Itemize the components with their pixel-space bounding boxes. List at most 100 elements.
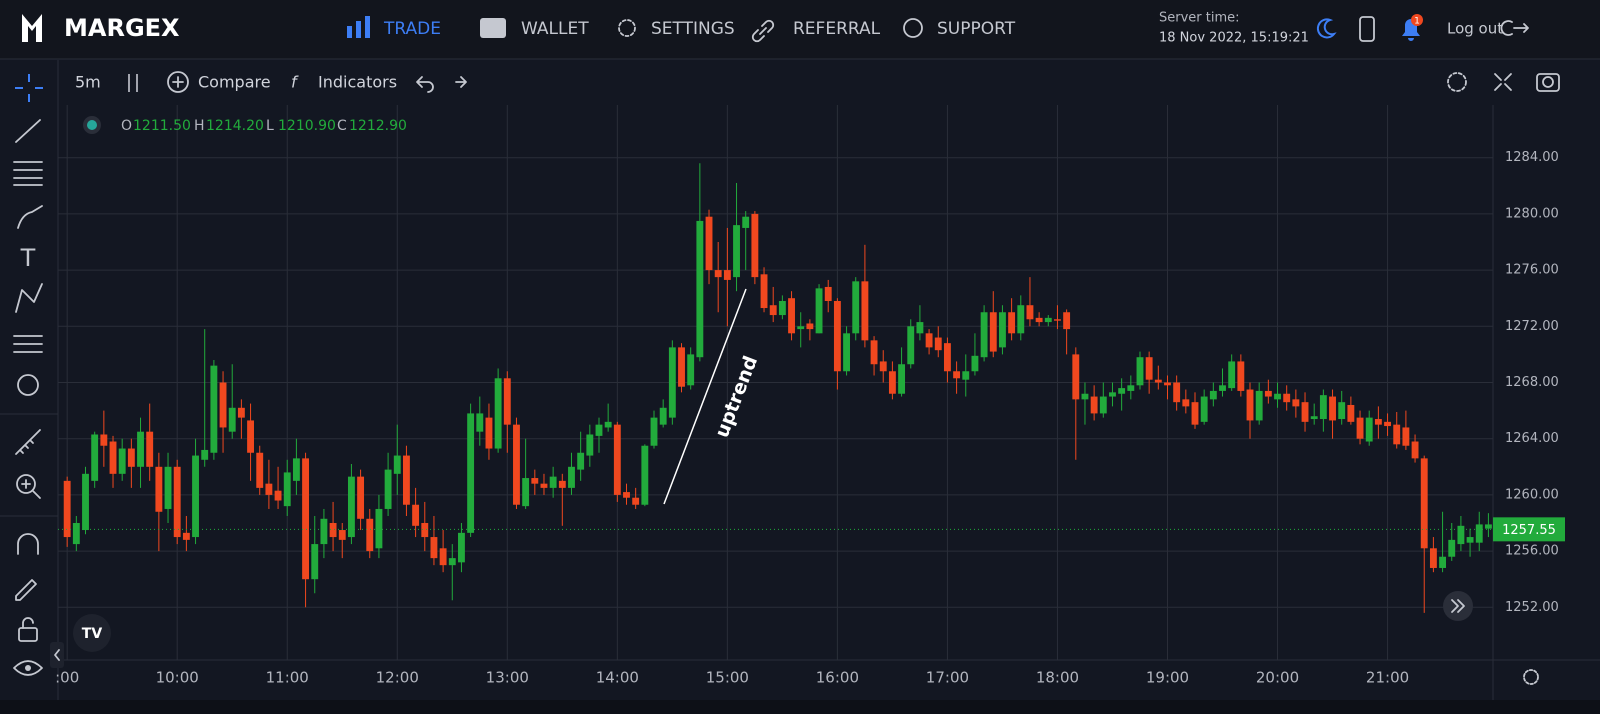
nav-item[interactable]: SETTINGS [651, 19, 735, 39]
candle-body [476, 413, 484, 432]
candle-body [696, 220, 704, 358]
server-time-label: Server time: [1159, 11, 1240, 26]
candle-body [522, 478, 530, 507]
y-tick-label: 1272.00 [1505, 319, 1559, 334]
candle-body [723, 270, 731, 280]
candle-body [458, 532, 465, 563]
candle-body [888, 371, 896, 394]
zoom-tool-detail [21, 479, 41, 499]
legend-dot [87, 120, 97, 130]
y-tick-label: 1252.00 [1505, 600, 1559, 615]
candle-body [806, 323, 814, 330]
candle-body [907, 326, 915, 365]
candle-body [898, 364, 906, 394]
candle-body [934, 337, 942, 351]
candle-body [1439, 556, 1447, 568]
candle-body [274, 490, 282, 501]
candle-body [843, 333, 851, 372]
theme-toggle[interactable] [1316, 18, 1337, 39]
candle-body [1246, 389, 1254, 421]
x-tick-label: 19:00 [1146, 669, 1189, 687]
crosshair-tool[interactable] [15, 74, 43, 102]
axis-settings[interactable] [1523, 669, 1539, 685]
icons-tool[interactable] [17, 374, 39, 396]
candle-body [439, 548, 447, 566]
nav-trade[interactable]: TRADE [347, 16, 441, 39]
candle-body [613, 424, 621, 495]
last-price-box [1493, 517, 1565, 542]
server-time: 18 Nov 2022, 15:19:21 [1159, 31, 1309, 46]
candle-body [1411, 441, 1419, 459]
candle-body [1301, 402, 1309, 422]
candle-body [1054, 319, 1061, 321]
candle-body [201, 449, 209, 460]
candle-body [815, 288, 823, 334]
logout[interactable]: Log out [1447, 20, 1503, 38]
screenshot[interactable] [1536, 73, 1560, 92]
lock-drawings[interactable] [15, 579, 37, 601]
legend-key: O [121, 118, 132, 134]
nav-item[interactable]: TRADE [383, 19, 441, 39]
candle-body [797, 326, 805, 330]
indicators[interactable]: Indicators [318, 73, 397, 92]
candle-body [1466, 537, 1474, 543]
candle-body [953, 371, 961, 379]
tradingview-badge[interactable] [73, 614, 111, 652]
pattern-tool[interactable] [15, 283, 43, 313]
lock-shackle [22, 617, 34, 629]
collapse-tab[interactable] [50, 642, 64, 668]
candle-body [320, 518, 328, 545]
nav-item[interactable]: REFERRAL [793, 19, 881, 39]
candle-body [72, 523, 80, 545]
bottom-strip [0, 700, 1600, 714]
x-tick-label: 14:00 [596, 669, 639, 687]
chart-settings[interactable] [1447, 72, 1467, 92]
nav-item[interactable]: WALLET [521, 19, 589, 39]
candle-body [1072, 354, 1080, 400]
brush-tool[interactable] [17, 205, 43, 229]
nav-item[interactable]: SUPPORT [937, 19, 1016, 39]
mobile-app[interactable] [1359, 16, 1375, 42]
candle-body [182, 532, 190, 540]
candle-body [540, 483, 548, 488]
y-tick-label: 1256.00 [1505, 544, 1559, 559]
y-tick-label: 1260.00 [1505, 487, 1559, 502]
candle-body [265, 483, 273, 495]
x-tick-label: 17:00 [926, 669, 969, 687]
candle-body [384, 469, 392, 509]
candle-body [494, 378, 502, 449]
prediction-tool[interactable] [13, 335, 43, 353]
zoom-tool[interactable] [16, 474, 36, 494]
candle-body [228, 407, 236, 432]
chart-type[interactable] [128, 74, 138, 92]
fib-tool[interactable] [13, 161, 43, 186]
candle-body [1035, 317, 1043, 323]
candle-body [503, 378, 511, 425]
x-tick-label: 15:00 [706, 669, 749, 687]
candle-body [1420, 458, 1428, 549]
magnet-tool[interactable] [17, 533, 39, 555]
x-tick-label: 20:00 [1256, 669, 1299, 687]
candle-body [338, 530, 346, 540]
candle-body [577, 452, 585, 470]
candle-body [1255, 390, 1263, 421]
candle-body [1026, 305, 1034, 320]
candle-body [1099, 396, 1107, 414]
candle-body [1484, 524, 1492, 529]
undo[interactable] [416, 76, 434, 93]
trend-line-tool[interactable] [15, 119, 41, 143]
compare[interactable]: Compare [198, 73, 271, 92]
hide-tool[interactable] [13, 660, 43, 676]
candle-body [513, 424, 520, 505]
interval[interactable]: 5m [75, 73, 101, 92]
measure-tool[interactable] [15, 429, 41, 455]
lock-tool[interactable] [18, 627, 38, 642]
fullscreen[interactable] [1494, 73, 1512, 91]
text-tool[interactable]: T [20, 244, 36, 272]
candle-body [91, 434, 99, 481]
candle-body [586, 434, 594, 456]
logo[interactable]: MARGEX [64, 14, 180, 42]
collapse-arrow [54, 649, 60, 661]
candle-body [1274, 393, 1281, 400]
